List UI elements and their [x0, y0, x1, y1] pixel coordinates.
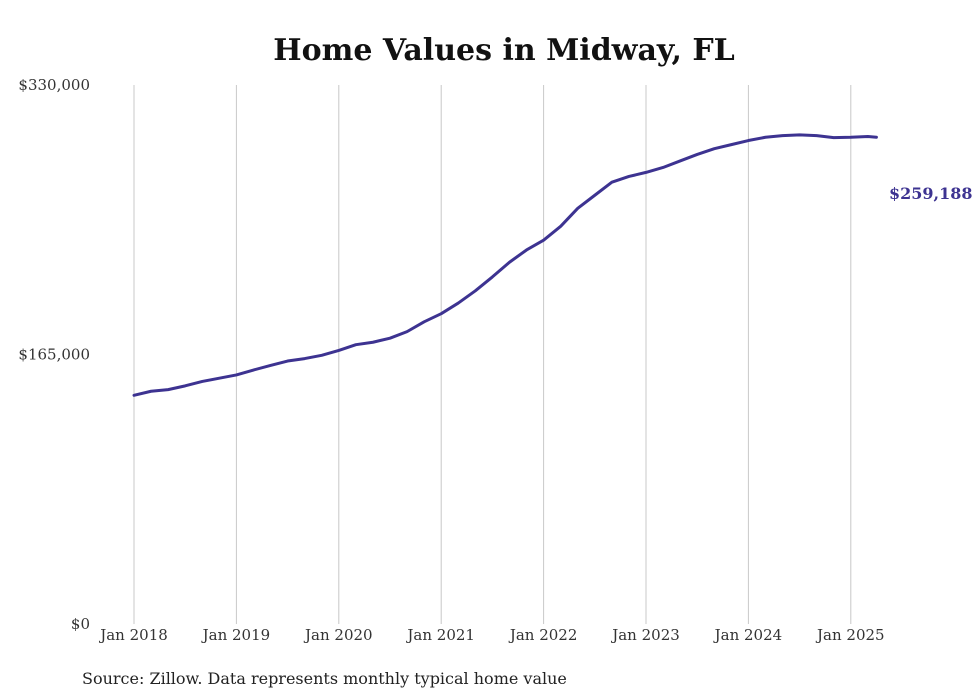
chart-title: Home Values in Midway, FL	[273, 33, 735, 68]
x-tick-label: Jan 2020	[303, 626, 373, 644]
series-layer	[132, 133, 878, 397]
x-tick-label: Jan 2021	[405, 626, 475, 644]
vertical-gridlines	[133, 85, 852, 624]
x-tick-label: Jan 2025	[815, 626, 885, 644]
x-tick-label: Jan 2024	[713, 626, 783, 644]
home-value-series-line	[132, 133, 878, 397]
y-axis-tick-labels: $330,000 $165,000 $0	[18, 76, 90, 633]
x-tick-label: Jan 2022	[508, 626, 578, 644]
x-tick-label: Jan 2018	[98, 626, 168, 644]
y-tick-label: $330,000	[18, 76, 90, 94]
y-tick-label: $165,000	[18, 346, 90, 364]
latest-value-label: $259,188	[889, 184, 973, 203]
x-tick-label: Jan 2023	[610, 626, 680, 644]
x-tick-label: Jan 2019	[201, 626, 271, 644]
x-axis-tick-labels: Jan 2018 Jan 2019 Jan 2020 Jan 2021 Jan 2022…	[98, 626, 884, 644]
y-tick-label: $0	[71, 615, 90, 633]
source-note: Source: Zillow. Data represents monthly …	[82, 669, 567, 688]
